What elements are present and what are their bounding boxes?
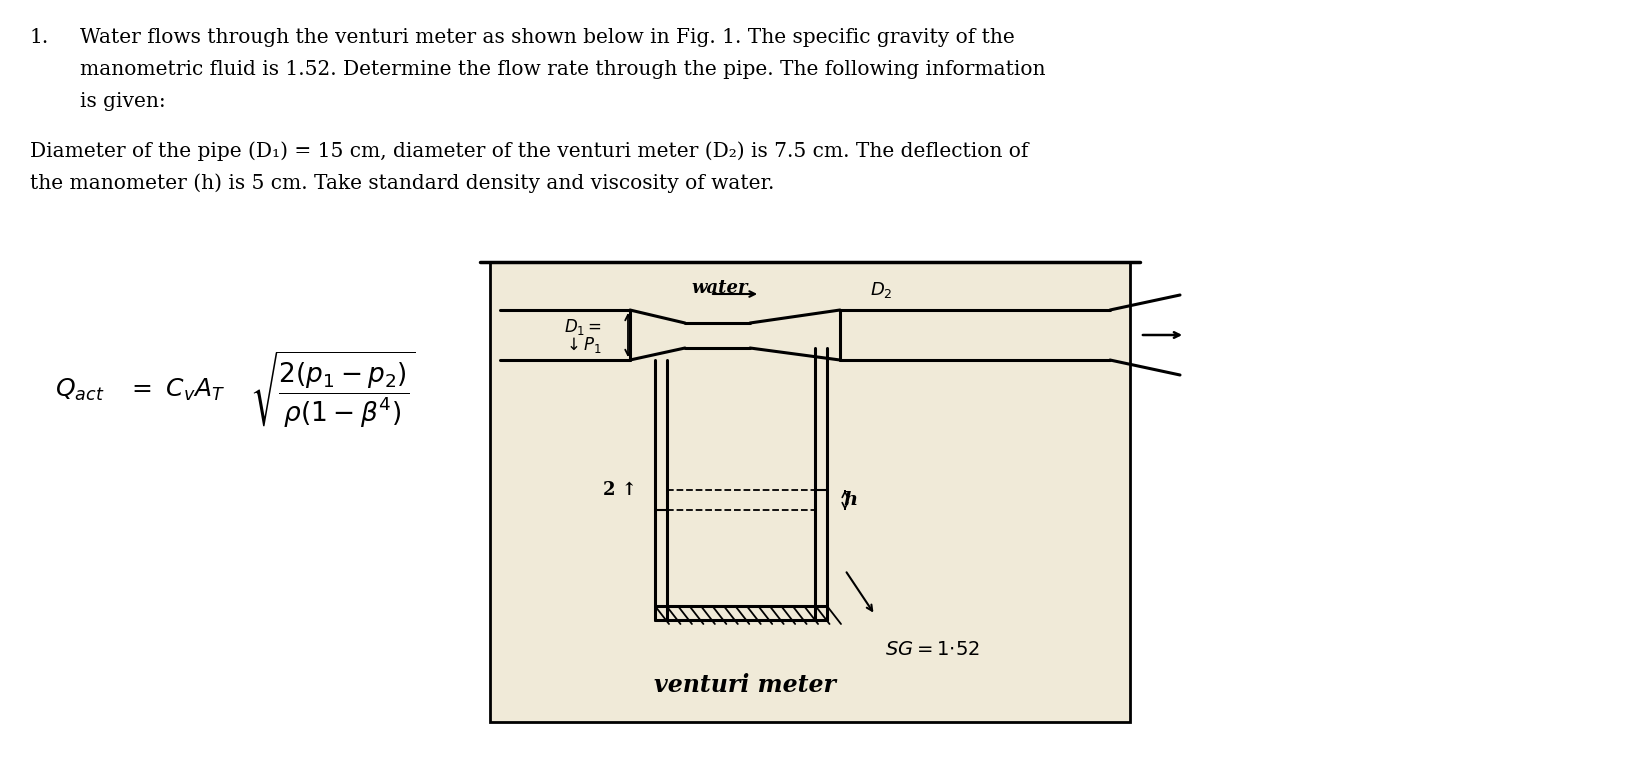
Text: water: water — [692, 279, 747, 297]
Text: venturi meter: venturi meter — [654, 673, 836, 697]
Text: $= \ C_v A_T$: $= \ C_v A_T$ — [127, 377, 225, 403]
Text: $D_1=$: $D_1=$ — [565, 317, 602, 337]
Text: $\downarrow P_1$: $\downarrow P_1$ — [563, 335, 602, 355]
Text: is given:: is given: — [80, 92, 166, 111]
Text: manometric fluid is 1.52. Determine the flow rate through the pipe. The followin: manometric fluid is 1.52. Determine the … — [80, 60, 1046, 79]
Text: 1.: 1. — [29, 28, 49, 47]
Text: 2 ↑: 2 ↑ — [604, 481, 636, 499]
Text: Water flows through the venturi meter as shown below in Fig. 1. The specific gra: Water flows through the venturi meter as… — [80, 28, 1015, 47]
Bar — [490, 262, 1129, 722]
Text: h: h — [844, 491, 857, 509]
Text: $\sqrt{\dfrac{2(p_1 - p_2)}{\rho(1 - \beta^4)}}$: $\sqrt{\dfrac{2(p_1 - p_2)}{\rho(1 - \be… — [250, 350, 416, 430]
Text: $D_2$: $D_2$ — [870, 280, 893, 300]
Text: Diameter of the pipe (D₁) = 15 cm, diameter of the venturi meter (D₂) is 7.5 cm.: Diameter of the pipe (D₁) = 15 cm, diame… — [29, 141, 1028, 162]
Text: the manometer (h) is 5 cm. Take standard density and viscosity of water.: the manometer (h) is 5 cm. Take standard… — [29, 173, 774, 193]
Text: $SG = 1{\cdot}52$: $SG = 1{\cdot}52$ — [885, 641, 979, 659]
Text: $Q_{act}$: $Q_{act}$ — [55, 377, 104, 403]
